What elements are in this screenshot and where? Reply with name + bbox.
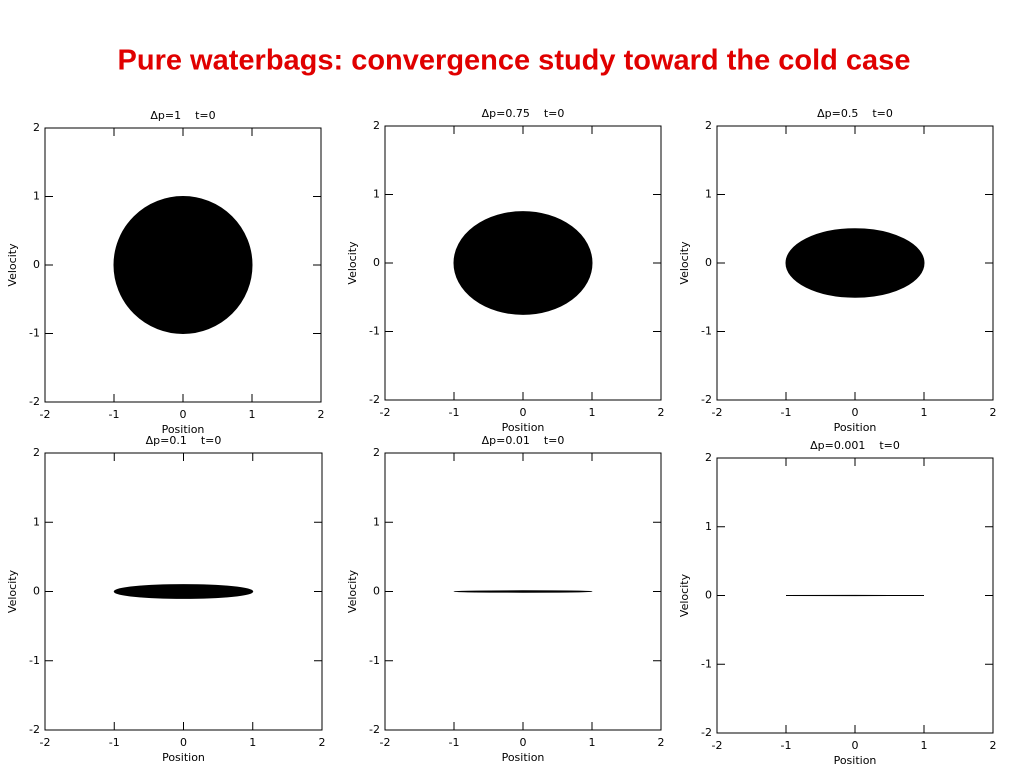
y-tick-label: 0 [373,256,380,269]
x-axis-label: Position [834,754,877,767]
panel-title: Δp=1 t=0 [150,109,215,122]
y-tick-label: -1 [29,654,40,667]
panel-title: Δp=0.001 t=0 [810,439,900,452]
x-tick-label: 2 [658,406,665,419]
x-tick-label: -1 [781,739,792,752]
y-tick-label: 2 [705,119,712,132]
y-tick-label: -1 [701,657,712,670]
y-tick-label: 0 [705,256,712,269]
y-tick-label: -2 [701,393,712,406]
y-tick-label: -1 [369,654,380,667]
x-tick-label: 1 [921,739,928,752]
waterbag [113,584,254,599]
x-tick-label: -1 [109,736,120,749]
x-tick-label: 1 [249,408,256,421]
y-tick-label: 0 [33,258,40,271]
x-tick-label: -1 [109,408,120,421]
x-tick-label: -2 [40,736,51,749]
panel-title: Δp=0.1 t=0 [146,434,222,447]
x-tick-label: 0 [852,406,859,419]
x-tick-label: 0 [180,736,187,749]
x-tick-label: -2 [712,739,723,752]
x-tick-label: 0 [852,739,859,752]
y-tick-label: -2 [369,393,380,406]
x-axis-label: Position [502,421,545,434]
y-tick-label: -2 [701,726,712,739]
x-tick-label: 2 [319,736,326,749]
x-axis-label: Position [162,423,205,436]
y-axis-label: Velocity [6,243,19,287]
x-tick-label: 2 [990,739,997,752]
y-tick-label: -2 [29,395,40,408]
y-tick-label: 2 [33,446,40,459]
waterbag [453,211,593,315]
y-axis-label: Velocity [678,573,691,617]
y-tick-label: 1 [33,190,40,203]
x-tick-label: -2 [380,406,391,419]
panel-title: Δp=0.75 t=0 [482,107,565,120]
y-tick-label: 0 [373,585,380,598]
y-tick-label: -1 [29,327,40,340]
x-axis-label: Position [834,421,877,434]
x-tick-label: 1 [589,736,596,749]
waterbag [453,590,593,593]
x-tick-label: 2 [318,408,325,421]
x-tick-label: -2 [712,406,723,419]
x-axis-label: Position [502,751,545,764]
x-tick-label: -1 [781,406,792,419]
y-tick-label: 0 [705,589,712,602]
x-tick-label: 2 [990,406,997,419]
y-tick-label: 1 [373,515,380,528]
y-tick-label: 2 [705,451,712,464]
waterbag [113,196,253,334]
y-tick-label: 1 [705,188,712,201]
panel-title: Δp=0.5 t=0 [817,107,893,120]
x-tick-label: -2 [380,736,391,749]
y-tick-label: -2 [369,723,380,736]
y-tick-label: -1 [369,325,380,338]
x-tick-label: 1 [921,406,928,419]
waterbag [785,228,925,298]
y-axis-label: Velocity [346,569,359,613]
y-tick-label: -1 [701,325,712,338]
y-tick-label: 1 [33,515,40,528]
slide-title: Pure waterbags: convergence study toward… [118,45,911,77]
y-tick-label: 2 [373,119,380,132]
x-tick-label: -1 [449,736,460,749]
x-tick-label: 0 [520,406,527,419]
x-axis-label: Position [162,751,205,764]
x-tick-label: 0 [180,408,187,421]
y-axis-label: Velocity [678,241,691,285]
x-tick-label: 0 [520,736,527,749]
y-tick-label: -2 [29,723,40,736]
y-tick-label: 1 [705,520,712,533]
y-tick-label: 2 [33,121,40,134]
y-axis-label: Velocity [346,241,359,285]
x-tick-label: 1 [249,736,256,749]
y-axis-label: Velocity [6,569,19,613]
y-tick-label: 2 [373,446,380,459]
x-tick-label: -1 [449,406,460,419]
x-tick-label: 2 [658,736,665,749]
y-tick-label: 0 [33,585,40,598]
x-tick-label: -2 [40,408,51,421]
panel-title: Δp=0.01 t=0 [482,434,565,447]
y-tick-label: 1 [373,188,380,201]
x-tick-label: 1 [589,406,596,419]
